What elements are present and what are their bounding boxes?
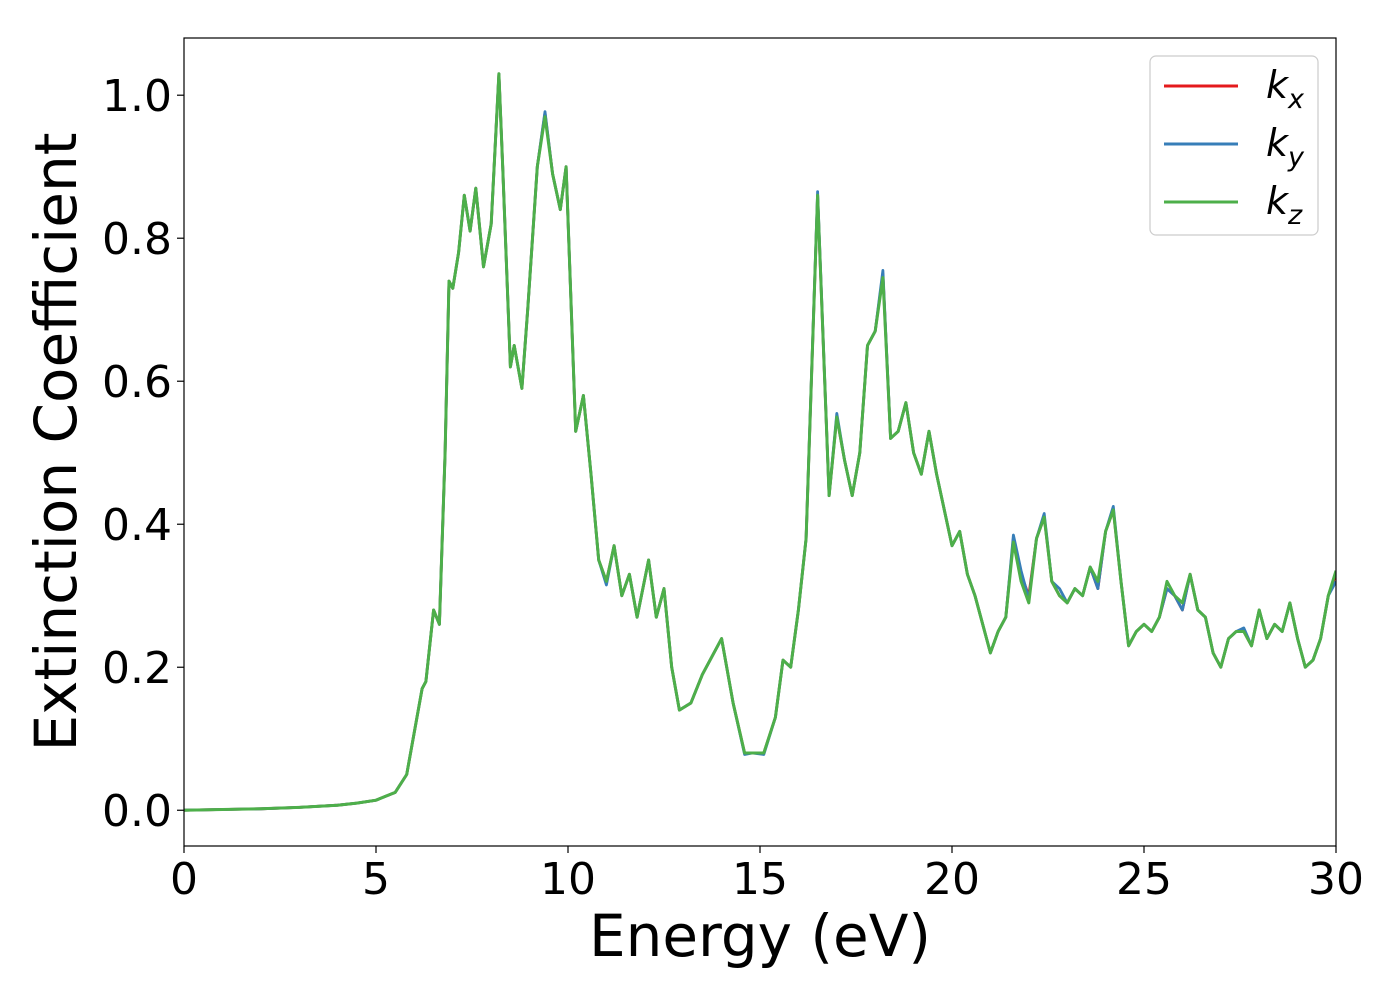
series-layer (184, 72, 1336, 812)
y-tick-label: 0.0 (102, 786, 172, 837)
x-tick-label: 15 (732, 854, 788, 905)
y-tick-label: 0.2 (102, 643, 172, 694)
x-axis-title: Energy (eV) (589, 902, 931, 970)
series-line-k-z (184, 72, 1336, 812)
x-axis-ticks: 0 5 10 15 20 25 30 (170, 846, 1364, 905)
y-axis-ticks: 0.0 0.2 0.4 0.6 0.8 1.0 (102, 71, 184, 837)
x-tick-label: 0 (170, 854, 198, 905)
x-tick-label: 30 (1308, 854, 1364, 905)
x-tick-label: 20 (924, 854, 980, 905)
legend-label-y: ky (1266, 121, 1305, 173)
y-tick-label: 1.0 (102, 71, 172, 122)
legend: kx ky kz (1149, 55, 1319, 236)
y-tick-label: 0.4 (102, 500, 172, 551)
legend-label-z: kz (1266, 179, 1303, 231)
y-tick-label: 0.8 (102, 214, 172, 265)
x-tick-label: 25 (1116, 854, 1172, 905)
x-tick-label: 5 (362, 854, 390, 905)
y-tick-label: 0.6 (102, 357, 172, 408)
y-axis-title: Extinction Coefficient (22, 133, 90, 752)
legend-label-x: kx (1266, 63, 1305, 115)
x-tick-label: 10 (540, 854, 596, 905)
